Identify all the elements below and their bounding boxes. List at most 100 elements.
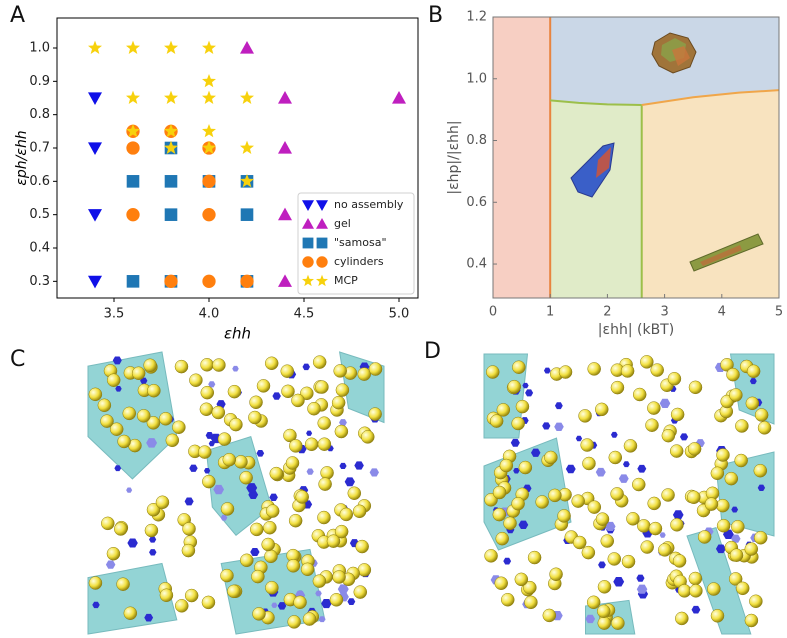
sphere: [514, 572, 529, 587]
rod-face: [700, 245, 742, 266]
legend-marker: [302, 200, 314, 211]
sphere: [88, 576, 103, 590]
sphere: [549, 567, 563, 582]
sphere: [697, 530, 712, 544]
hexamer: [144, 613, 154, 622]
sphere: [495, 531, 509, 546]
sphere: [184, 588, 199, 603]
sphere: [667, 372, 682, 386]
point: [240, 140, 254, 154]
polyhedron-face: [672, 46, 690, 66]
sphere: [523, 580, 537, 595]
x-tick-label: 3: [660, 305, 668, 320]
sphere: [582, 456, 596, 471]
sphere: [499, 458, 514, 473]
plot-frame: [56, 17, 419, 299]
sphere: [597, 616, 612, 630]
sphere: [317, 416, 331, 430]
sphere: [735, 419, 749, 433]
sphere: [511, 496, 525, 511]
hexamer: [189, 464, 198, 472]
sphere: [352, 504, 367, 519]
sphere: [144, 523, 159, 538]
sphere: [355, 539, 369, 554]
sphere: [610, 380, 625, 395]
sphere: [492, 485, 507, 500]
point: [88, 142, 102, 155]
sphere: [240, 553, 254, 568]
point: [164, 175, 178, 188]
point: [126, 175, 140, 188]
sphere: [329, 593, 344, 607]
sphere: [334, 524, 349, 539]
sphere: [335, 383, 350, 397]
sphere: [315, 380, 329, 394]
hexamer: [610, 431, 618, 438]
hexamer: [691, 605, 701, 614]
hexamer: [585, 614, 596, 624]
sphere: [753, 463, 768, 478]
point: [126, 123, 140, 138]
sphere: [621, 554, 636, 569]
y-tick-label: 0.8: [466, 133, 487, 148]
sphere: [286, 559, 301, 573]
y-tick-label: 1.2: [466, 10, 487, 25]
legend-label: cylinders: [334, 255, 384, 268]
sphere: [726, 367, 740, 382]
sphere: [357, 367, 371, 381]
panel-label: B: [428, 3, 443, 28]
sphere: [542, 608, 557, 623]
sphere: [217, 432, 232, 446]
y-tick-label: 0.3: [29, 274, 50, 289]
legend-label: no assembly: [334, 198, 404, 211]
hexamer: [112, 356, 122, 365]
sphere: [548, 488, 562, 503]
sphere: [595, 512, 610, 526]
sphere: [586, 595, 601, 610]
y-tick-label: 0.9: [29, 74, 50, 89]
simulation-snapshot-c: [87, 351, 385, 635]
panel-a: 3.5 4.0 4.5 5.0 0.3 0.4 0.5 0.6 0.7 0.8 0.9 1.0 εhh ε…: [14, 17, 419, 343]
point: [240, 90, 254, 104]
sphere: [317, 510, 331, 525]
y-tick-label: 1.0: [29, 41, 50, 56]
sphere: [707, 582, 721, 596]
hexamer: [679, 433, 689, 441]
hexamer: [575, 435, 583, 442]
sphere: [512, 360, 526, 374]
sphere: [688, 571, 703, 586]
point: [88, 275, 102, 289]
sphere: [626, 512, 640, 526]
sphere: [159, 588, 174, 602]
sphere: [200, 358, 214, 372]
sphere: [485, 365, 500, 379]
hexamer: [344, 477, 355, 487]
sphere: [239, 470, 253, 485]
sphere: [147, 383, 161, 398]
sphere: [199, 402, 214, 417]
sphere: [155, 495, 170, 510]
sphere: [744, 542, 759, 556]
sphere: [331, 395, 346, 410]
sphere: [647, 496, 661, 511]
hexamer: [659, 532, 666, 538]
point: [88, 92, 102, 105]
sphere: [312, 574, 327, 588]
y-tick-label: 1.0: [466, 71, 487, 86]
sphere: [661, 488, 675, 502]
hexamer: [315, 590, 322, 597]
sphere: [500, 592, 515, 607]
hexamer: [339, 419, 347, 426]
sphere: [333, 364, 347, 378]
sphere: [753, 530, 768, 545]
legend-marker: [302, 218, 314, 229]
sphere: [704, 497, 719, 511]
sphere: [143, 358, 157, 373]
x-axis-label: εhh: [224, 325, 251, 343]
sphere: [597, 580, 612, 594]
sphere: [123, 606, 138, 620]
sphere: [347, 486, 362, 500]
sphere: [320, 466, 334, 480]
sphere: [710, 609, 725, 623]
